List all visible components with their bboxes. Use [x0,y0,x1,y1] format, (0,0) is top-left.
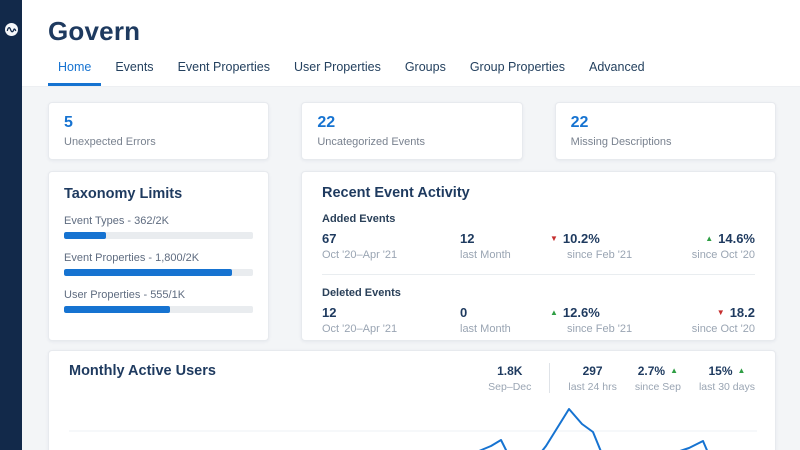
taxonomy-item-label: Event Types - 362/2K [64,215,169,227]
deleted-events-metrics: 12 Oct '20–Apr '21 0 last Month ▲ 12.6% … [322,305,755,335]
metric-sub: Oct '20–Apr '21 [322,249,398,261]
trend-up-icon: ▲ [737,366,746,375]
stat-card-uncategorized-events[interactable]: 22 Uncategorized Events [301,102,523,160]
taxonomy-item-label: User Properties - 555/1K [64,289,186,301]
vertical-divider [549,363,551,393]
mau-stat-sub: Sep–Dec [488,380,532,393]
mau-line-series [478,408,708,450]
tab-user-properties[interactable]: User Properties [293,60,381,74]
taxonomy-limits-card: Taxonomy Limits Event Types - 362/2K Eve… [48,171,269,341]
mau-stat-value: 2.7% [637,363,666,378]
stat-label: Uncategorized Events [317,136,425,148]
trend-up-icon: ▲ [705,234,714,243]
mau-stat-last-30-days: 15% ▲ last 30 days [699,364,755,393]
metric-value: 67 [322,231,337,246]
progress-fill [64,269,233,276]
progress-track [64,232,253,239]
metric-value: 12.6% [562,305,600,320]
metric-since-oct: ▼ 18.2 since Oct '20 [672,305,755,335]
progress-fill [64,306,170,313]
taxonomy-item-user-properties: User Properties - 555/1K [64,289,253,313]
stat-value: 22 [570,114,589,131]
content-area: 5 Unexpected Errors 22 Uncategorized Eve… [22,87,800,450]
tab-home[interactable]: Home [48,60,102,86]
mau-stat-value: 1.8K [497,363,523,378]
tab-bar: Home Events Event Properties User Proper… [48,60,776,86]
mau-stat-since-sep: 2.7% ▲ since Sep [635,364,681,393]
metric-sub: since Feb '21 [567,249,633,261]
metric-since-feb: ▲ 12.6% since Feb '21 [550,305,672,335]
stat-card-row: 5 Unexpected Errors 22 Uncategorized Eve… [48,102,776,160]
mau-stat-value: 15% [708,363,733,378]
deleted-events-label: Deleted Events [322,287,401,299]
taxonomy-limits-title: Taxonomy Limits [64,186,183,202]
monthly-active-users-card: Monthly Active Users 1.8K Sep–Dec 297 la… [48,350,776,450]
stat-card-missing-descriptions[interactable]: 22 Missing Descriptions [554,102,776,160]
taxonomy-item-event-properties: Event Properties - 1,800/2K [64,252,253,276]
metric-last-month: 0 last Month [460,305,550,335]
metric-value: 12 [460,231,475,246]
trend-down-icon: ▼ [716,308,725,317]
metric-value: 12 [322,305,337,320]
tab-events[interactable]: Events [115,60,154,74]
stat-card-unexpected-errors[interactable]: 5 Unexpected Errors [48,102,270,160]
mau-stats: 1.8K Sep–Dec 297 last 24 hrs 2.7% ▲ sinc… [488,363,755,393]
mau-stat-total: 1.8K Sep–Dec [488,364,531,393]
taxonomy-item-event-types: Event Types - 362/2K [64,215,253,239]
metric-value: 0 [460,305,468,320]
tab-event-properties[interactable]: Event Properties [177,60,270,74]
metric-sub: last Month [460,323,511,335]
trend-down-icon: ▼ [550,234,558,243]
mau-stat-sub: last 24 hrs [568,380,617,393]
trend-up-icon: ▲ [550,308,558,317]
page-title: Govern [48,16,141,46]
mau-header: Monthly Active Users 1.8K Sep–Dec 297 la… [69,363,755,393]
section-divider [322,274,755,275]
middle-row: Taxonomy Limits Event Types - 362/2K Eve… [48,171,776,341]
progress-track [64,269,253,276]
trend-up-icon: ▲ [670,366,679,375]
stat-label: Missing Descriptions [570,136,672,148]
metric-last-month: 12 last Month [460,231,550,261]
page-header: Govern Home Events Event Properties User… [22,0,800,87]
amplitude-logo[interactable] [4,23,18,36]
stat-label: Unexpected Errors [64,136,156,148]
mau-stat-last-24hrs: 297 last 24 hrs [568,364,616,393]
recent-event-activity-title: Recent Event Activity [322,185,470,201]
progress-fill [64,232,106,239]
app-sidebar [0,0,22,450]
metric-value: 18.2 [729,305,755,320]
recent-event-activity-card: Recent Event Activity Added Events 67 Oc… [301,171,776,341]
metric-sub: since Feb '21 [567,323,633,335]
metric-total: 67 Oct '20–Apr '21 [322,231,460,261]
mau-chart[interactable] [69,403,757,450]
metric-since-oct: ▲ 14.6% since Oct '20 [672,231,755,261]
tab-group-properties[interactable]: Group Properties [469,60,566,74]
metric-since-feb: ▼ 10.2% since Feb '21 [550,231,672,261]
metric-sub: since Oct '20 [691,249,755,261]
mau-stat-sub: last 30 days [698,380,755,393]
metric-value: 14.6% [718,231,755,246]
stat-value: 5 [64,114,73,131]
main-area: Govern Home Events Event Properties User… [22,0,800,450]
tab-groups[interactable]: Groups [404,60,446,74]
metric-value: 10.2% [562,231,600,246]
taxonomy-item-label: Event Properties - 1,800/2K [64,252,200,264]
metric-sub: since Oct '20 [691,323,755,335]
stat-value: 22 [317,114,336,131]
added-events-metrics: 67 Oct '20–Apr '21 12 last Month ▼ 10.2%… [322,231,755,261]
mau-title: Monthly Active Users [69,363,216,379]
progress-track [64,306,253,313]
metric-sub: Oct '20–Apr '21 [322,323,398,335]
mau-stat-value: 297 [582,363,603,378]
amplitude-wave-icon [6,27,16,33]
added-events-label: Added Events [322,213,396,225]
metric-total: 12 Oct '20–Apr '21 [322,305,460,335]
tab-advanced[interactable]: Advanced [589,60,645,74]
metric-sub: last Month [460,249,511,261]
mau-stat-sub: since Sep [634,380,681,393]
